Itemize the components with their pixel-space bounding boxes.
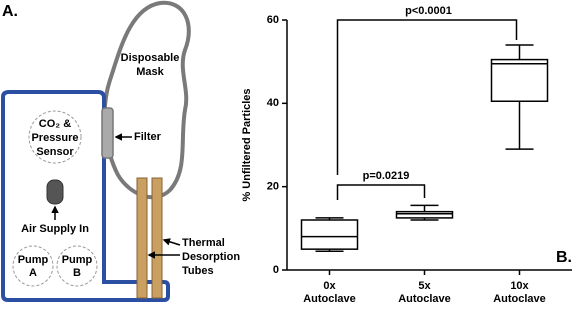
box xyxy=(395,210,454,219)
x-tick-label: Autoclave xyxy=(303,293,356,305)
x-tick-label: Autoclave xyxy=(493,293,546,305)
x-tick-label: 10x xyxy=(510,280,529,292)
sensor-circle xyxy=(28,110,82,164)
label: Sensor xyxy=(36,146,74,158)
label: Tubes xyxy=(182,265,214,277)
y-axis-label: % Unfiltered Particles xyxy=(241,88,253,201)
tube xyxy=(151,177,163,299)
box xyxy=(300,219,359,250)
arrow xyxy=(162,238,181,246)
chamber-outline xyxy=(1,90,170,302)
pump-circle xyxy=(12,245,54,287)
label: Filter xyxy=(134,131,162,143)
label: Air Supply In xyxy=(21,223,89,235)
mask-outline xyxy=(102,0,191,200)
air-inlet xyxy=(46,179,64,205)
label: Desorption xyxy=(182,251,240,263)
label: Pressure xyxy=(31,132,78,144)
label: A xyxy=(29,267,37,279)
annotation: p<0.0001 xyxy=(405,5,452,17)
label: CO₂ & xyxy=(39,118,71,130)
bracket xyxy=(336,19,518,175)
x-tick-label: Autoclave xyxy=(398,293,451,305)
y-tick-label: 60 xyxy=(267,14,279,26)
x-tick-label: 0x xyxy=(323,280,336,292)
label: Pump xyxy=(62,254,93,266)
bracket xyxy=(336,184,426,200)
label: Disposable xyxy=(121,52,180,64)
y-tick-label: 0 xyxy=(273,264,279,276)
x-tick-label: 5x xyxy=(418,280,431,292)
box xyxy=(490,58,549,102)
tube xyxy=(136,177,148,299)
y-tick-label: 40 xyxy=(267,97,279,109)
annotation: p=0.0219 xyxy=(363,170,410,182)
panel-b: B. % Unfiltered Particles 02040600xAutoc… xyxy=(241,5,572,305)
label: B xyxy=(73,267,81,279)
label: Pump xyxy=(18,254,49,266)
y-tick-label: 20 xyxy=(267,181,279,193)
panel-label: A. xyxy=(2,3,18,20)
filter xyxy=(101,107,114,159)
label: Mask xyxy=(136,66,164,78)
pump-circle xyxy=(56,245,98,287)
label: Thermal xyxy=(182,237,225,249)
panel-label: B. xyxy=(556,249,572,266)
panel-a: A. Disposable Mask CO₂ & Pressure Sensor… xyxy=(1,0,240,302)
